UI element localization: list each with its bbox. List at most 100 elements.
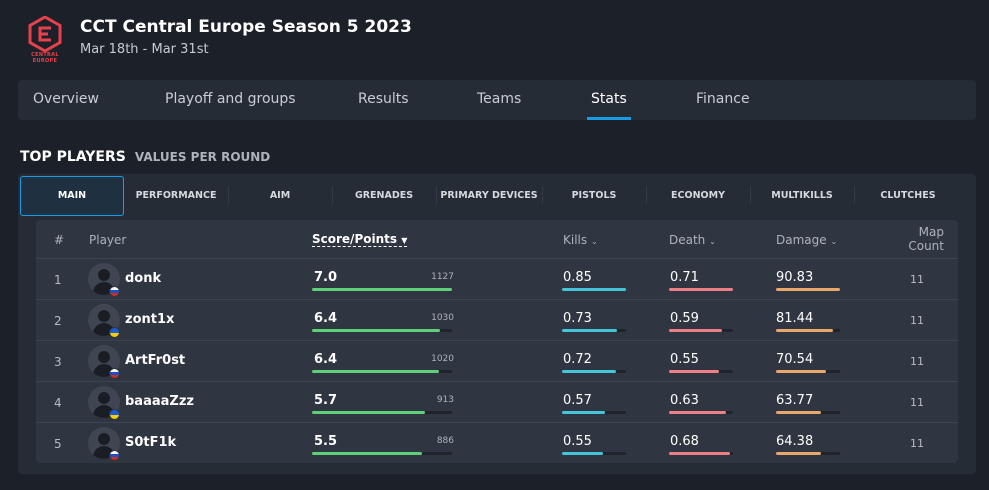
section-subtitle: VALUES PER ROUND	[134, 150, 271, 164]
kills-bar-track	[562, 452, 626, 455]
damage-value: 63.77	[776, 393, 814, 408]
kills-bar-fill	[562, 411, 605, 414]
death-bar-track	[669, 370, 733, 373]
subtab-pistols[interactable]: PISTOLS	[571, 190, 617, 201]
points-value: 1020	[431, 354, 454, 364]
map-count-value: 11	[910, 355, 924, 368]
header-death-label: Death	[669, 233, 706, 247]
death-value: 0.59	[670, 311, 699, 326]
player-name[interactable]: donk	[125, 271, 162, 286]
death-value: 0.55	[670, 352, 699, 367]
kills-bar-fill	[562, 329, 617, 332]
subtab-primary-devices[interactable]: PRIMARY DEVICES	[440, 190, 538, 201]
header-death-sort[interactable]: Death ⌄	[669, 233, 716, 247]
player-name[interactable]: ArtFr0st	[125, 353, 186, 368]
row-rank: 2	[54, 314, 62, 328]
kills-value: 0.73	[563, 311, 592, 326]
kills-value: 0.72	[563, 352, 592, 367]
damage-value: 64.38	[776, 434, 814, 449]
caret-down-filled-icon: ▼	[401, 236, 408, 245]
score-value: 6.4	[314, 311, 338, 326]
damage-bar-fill	[776, 288, 840, 291]
subtab-divider	[854, 186, 855, 204]
score-bar-fill	[312, 370, 439, 373]
top-players-table: # Player Score/Points ▼ Kills ⌄ Death ⌄ …	[36, 220, 958, 463]
chevron-down-icon: ⌄	[709, 237, 716, 246]
death-bar-fill	[669, 329, 723, 332]
death-bar-track	[669, 452, 733, 455]
death-bar-fill	[669, 411, 726, 414]
tab-results[interactable]: Results	[358, 91, 409, 107]
header-player: Player	[89, 233, 127, 247]
map-count-value: 11	[910, 314, 924, 327]
player-name[interactable]: zont1x	[125, 312, 175, 327]
kills-bar-track	[562, 370, 626, 373]
damage-bar-fill	[776, 411, 821, 414]
score-bar-fill	[312, 329, 440, 332]
table-row: 3 ArtFr0st 6.4 1020 0.72 0.55 70.54 11	[36, 340, 958, 381]
tab-overview[interactable]: Overview	[33, 91, 99, 107]
subtab-clutches[interactable]: CLUTCHES	[880, 190, 936, 201]
score-bar-fill	[312, 452, 423, 455]
tab-stats[interactable]: Stats	[587, 80, 631, 120]
kills-bar-fill	[562, 370, 617, 373]
subtab-divider	[228, 186, 229, 204]
death-bar-track	[669, 329, 733, 332]
header-kills-sort[interactable]: Kills ⌄	[563, 233, 598, 247]
player-name[interactable]: baaaaZzz	[125, 394, 194, 409]
damage-value: 70.54	[776, 352, 814, 367]
damage-bar-track	[776, 411, 840, 414]
score-bar-track	[312, 288, 452, 291]
damage-bar-track	[776, 329, 840, 332]
kills-value: 0.85	[563, 270, 592, 285]
score-bar-fill	[312, 288, 452, 291]
subtab-economy[interactable]: ECONOMY	[671, 190, 725, 201]
death-value: 0.63	[670, 393, 699, 408]
score-value: 6.4	[314, 352, 338, 367]
score-bar-track	[312, 370, 452, 373]
kills-value: 0.57	[563, 393, 592, 408]
table-row: 1 donk 7.0 1127 0.85 0.71 90.83 11	[36, 258, 958, 299]
tab-playoff-and-groups[interactable]: Playoff and groups	[165, 91, 296, 107]
subtab-divider	[436, 186, 437, 204]
subtab-divider	[542, 186, 543, 204]
kills-bar-track	[562, 288, 626, 291]
points-value: 913	[436, 395, 454, 405]
header-score-sort[interactable]: Score/Points ▼	[312, 232, 408, 247]
score-bar-track	[312, 411, 452, 414]
death-bar-track	[669, 288, 733, 291]
tab-finance[interactable]: Finance	[696, 91, 750, 107]
map-count-value: 11	[910, 396, 924, 409]
header-map-count-line2: Count	[908, 239, 944, 253]
kills-bar-fill	[562, 288, 626, 291]
tab-teams[interactable]: Teams	[477, 91, 522, 107]
row-rank: 3	[54, 355, 62, 369]
flag-icon	[109, 409, 120, 420]
flag-icon	[109, 286, 120, 297]
subtab-aim[interactable]: AIM	[269, 190, 291, 201]
event-dates: Mar 18th - Mar 31st	[80, 42, 209, 57]
damage-bar-fill	[776, 329, 834, 332]
subtab-grenades[interactable]: GRENADES	[354, 190, 414, 201]
player-name[interactable]: S0tF1k	[125, 435, 177, 450]
subtab-performance[interactable]: PERFORMANCE	[135, 190, 217, 201]
death-bar-track	[669, 411, 733, 414]
subtab-main[interactable]: MAIN	[20, 176, 124, 216]
flag-icon	[109, 368, 120, 379]
score-value: 5.7	[314, 393, 338, 408]
score-value: 5.5	[314, 434, 338, 449]
row-rank: 4	[54, 396, 62, 410]
header-map-count-line1: Map	[918, 225, 944, 239]
death-value: 0.71	[670, 270, 699, 285]
row-rank: 5	[54, 437, 62, 451]
stats-panel: MAIN PERFORMANCE AIM GRENADES PRIMARY DE…	[18, 174, 976, 474]
subtab-multikills[interactable]: MULTIKILLS	[771, 190, 833, 201]
header-damage-label: Damage	[776, 233, 827, 247]
header-damage-sort[interactable]: Damage ⌄	[776, 233, 837, 247]
map-count-value: 11	[910, 273, 924, 286]
event-header: CENTRAL EUROPE CCT Central Europe Season…	[18, 14, 412, 64]
cct-logo-icon	[28, 16, 62, 52]
subtab-divider	[646, 186, 647, 204]
points-value: 1127	[431, 272, 454, 282]
chevron-down-icon: ⌄	[830, 237, 838, 246]
